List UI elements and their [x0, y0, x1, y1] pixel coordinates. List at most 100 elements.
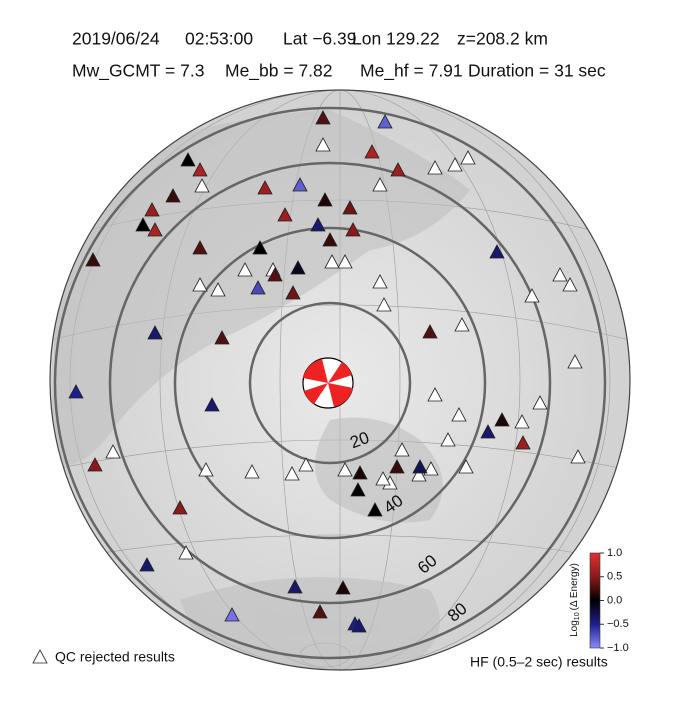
station: [180, 152, 196, 167]
station: [364, 144, 380, 159]
rejected-station: [375, 471, 391, 486]
colorbar-tick-label: 1.0: [607, 547, 622, 559]
colorbar-ticks: 1.0 0.5 0.0 −0.5 −1.0: [600, 547, 629, 654]
rejected-stations: [105, 137, 586, 560]
colorbar: [589, 552, 601, 649]
station: [389, 459, 405, 474]
colorbar-tick-label: −0.5: [607, 618, 629, 630]
station: [335, 580, 351, 595]
rejected-station: [376, 297, 392, 312]
rejected-station: [372, 274, 388, 289]
rejected-station: [427, 160, 443, 175]
station: [489, 244, 505, 259]
station: [292, 177, 308, 192]
station: [192, 240, 208, 255]
rejected-station: [458, 459, 474, 474]
station: [390, 162, 406, 177]
rejected-station: [570, 449, 586, 464]
rejected-station: [244, 464, 260, 479]
station: [480, 424, 496, 439]
station: [285, 285, 301, 300]
station: [252, 240, 268, 255]
rejected-station: [178, 545, 194, 560]
colorbar-label-subscript: 10: [574, 612, 581, 620]
station: [267, 267, 283, 282]
rejected-station: [194, 178, 210, 193]
rejected-station: [552, 267, 568, 282]
station: [342, 200, 358, 215]
station: [312, 604, 328, 619]
rejected-station: [337, 254, 353, 269]
station: [351, 618, 367, 633]
station: [287, 579, 303, 594]
station: [224, 607, 240, 622]
rejected-station: [298, 457, 314, 472]
station: [250, 280, 266, 295]
colorbar-label-prefix: Log: [569, 620, 580, 637]
station: [147, 325, 163, 340]
station: [147, 222, 163, 237]
station: [352, 465, 368, 480]
rejected-station: [524, 288, 540, 303]
rejected-station: [372, 177, 388, 192]
header-item: 2019/06/24: [72, 29, 160, 49]
beachball: [302, 357, 354, 409]
station: [367, 502, 383, 517]
station: [277, 207, 293, 222]
station: [422, 324, 438, 339]
header-item: Me_bb = 7.82: [225, 61, 333, 82]
station: [412, 459, 428, 474]
station: [317, 192, 333, 207]
station: [515, 435, 531, 450]
colorbar-tick-label: 0.0: [607, 594, 622, 606]
station: [135, 217, 151, 232]
rejected-station: [105, 444, 121, 459]
station: [192, 162, 208, 177]
header-item: Me_hf = 7.91: [360, 61, 463, 82]
rejected-station: [427, 387, 443, 402]
station: [310, 217, 326, 232]
rejected-station: [411, 467, 427, 482]
header-item: Lon 129.22: [352, 29, 440, 49]
rejected-station: [284, 466, 300, 481]
station: [87, 457, 103, 472]
globe-outline: [49, 89, 631, 671]
stations: [68, 110, 531, 633]
colorbar-label: Log10 (Δ Energy): [569, 563, 581, 637]
rejected-station: [237, 262, 253, 277]
station: [322, 232, 338, 247]
station: [214, 330, 230, 345]
colorbar-tick-label: 0.5: [607, 571, 622, 583]
legend-symbol: [32, 649, 48, 664]
station: [290, 260, 306, 275]
rejected-station: [394, 442, 410, 457]
header-item: 02:53:00: [185, 29, 253, 49]
header-item: z=208.2 km: [457, 29, 548, 49]
rejected-station: [532, 395, 548, 410]
rejected-station: [210, 282, 226, 297]
header-line-2: Mw_GCMT = 7.3 Me_bb = 7.82 Me_hf = 7.91 Dur…: [72, 61, 606, 82]
rejected-station: [454, 317, 470, 332]
distance-rings: [53, 106, 607, 660]
station: [68, 384, 84, 399]
station: [204, 397, 220, 412]
rejected-station: [562, 277, 578, 292]
legend-results: HF (0.5–2 sec) results: [470, 654, 608, 670]
rejected-station: [198, 462, 214, 477]
station: [257, 180, 273, 195]
rejected-station: [447, 157, 463, 172]
rejected-station: [192, 277, 208, 292]
rejected-station: [514, 414, 530, 429]
station: [144, 202, 160, 217]
station: [172, 500, 188, 515]
colorbar-label-suffix: (Δ Energy): [569, 563, 580, 610]
station: [494, 412, 510, 427]
legend-rejected: QC rejected results: [55, 649, 175, 665]
rejected-station: [315, 137, 331, 152]
station: [345, 222, 361, 237]
rejected-station: [460, 150, 476, 165]
rejected-station: [337, 462, 353, 477]
colorbar-tick-label: −1.0: [607, 642, 629, 654]
